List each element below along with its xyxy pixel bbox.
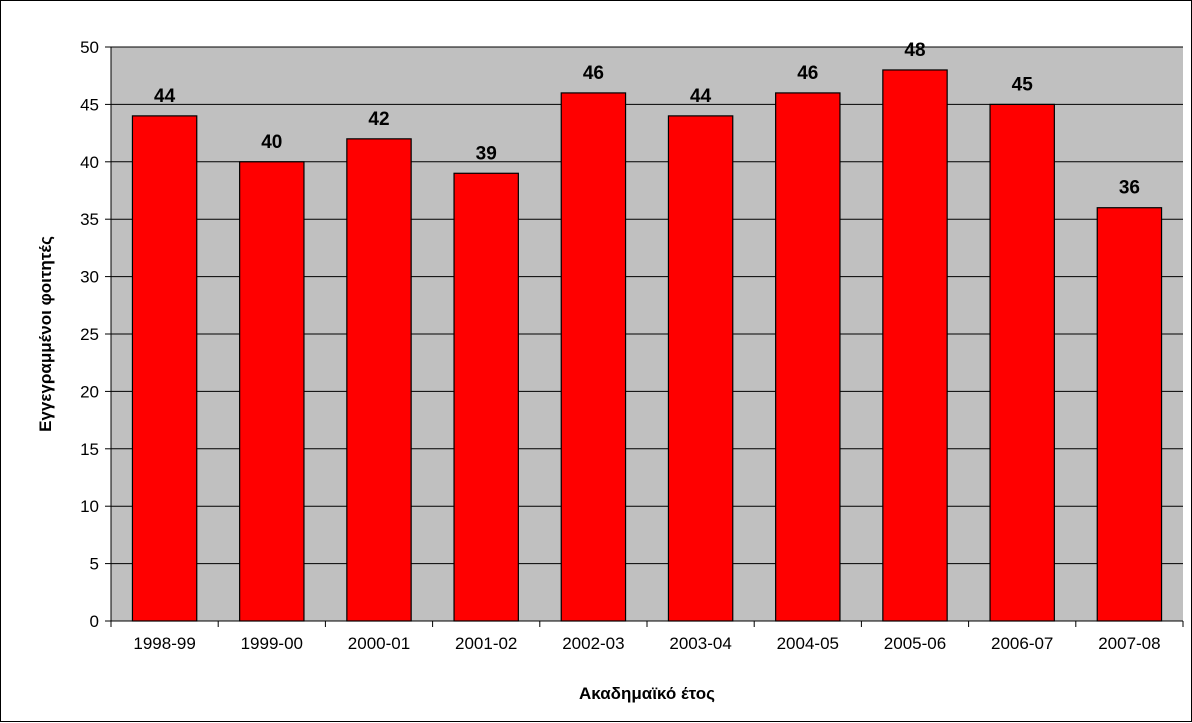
data-label: 46 [583, 63, 604, 84]
y-tick-label: 0 [90, 612, 99, 631]
x-tick-label: 2003-04 [669, 634, 731, 653]
data-label: 40 [261, 132, 282, 153]
y-tick-label: 20 [80, 382, 99, 401]
data-label: 44 [690, 86, 712, 107]
data-label: 39 [476, 143, 497, 164]
data-label: 42 [368, 109, 389, 130]
y-tick-labels: 0 5 10 15 20 25 30 35 40 45 50 [80, 38, 99, 631]
bar-2001-02 [453, 172, 519, 622]
y-tick-label: 10 [80, 497, 99, 516]
x-tick-labels: 1998-99 1999-00 2000-01 2001-02 2002-03 2003-… [133, 634, 1160, 653]
bar-2007-08 [1096, 207, 1163, 622]
data-label: 44 [154, 86, 176, 107]
y-tick-label: 45 [80, 95, 99, 114]
data-label: 46 [797, 63, 818, 84]
bar-1998-99 [131, 115, 198, 622]
x-tick-label: 2007-08 [1098, 634, 1160, 653]
x-tick-label: 2005-06 [884, 634, 946, 653]
data-label: 48 [904, 40, 925, 61]
bar-2002-03 [560, 92, 627, 622]
x-tick-label: 2000-01 [348, 634, 410, 653]
x-tick-label: 2006-07 [991, 634, 1053, 653]
bar-2000-01 [346, 138, 412, 622]
bar-2003-04 [667, 115, 734, 622]
data-label: 36 [1119, 178, 1140, 199]
x-tick-label: 2004-05 [777, 634, 839, 653]
x-tick-label: 1999-00 [241, 634, 303, 653]
x-tick-label: 1998-99 [133, 634, 195, 653]
bars [131, 69, 1163, 622]
y-tick-label: 25 [80, 325, 99, 344]
y-tick-label: 50 [80, 38, 99, 57]
data-label: 45 [1012, 74, 1034, 95]
y-tick-label: 15 [80, 440, 99, 459]
x-tick-label: 2001-02 [455, 634, 517, 653]
bar-1999-00 [239, 161, 305, 622]
y-tick-label: 5 [90, 555, 99, 574]
y-tick-label: 30 [80, 268, 99, 287]
y-tick-label: 40 [80, 153, 99, 172]
x-axis-title: Ακαδημαϊκό έτος [579, 684, 715, 703]
y-tick-label: 35 [80, 210, 99, 229]
bar-2004-05 [775, 92, 841, 622]
bar-2006-07 [989, 103, 1055, 622]
data-labels: 44 40 42 39 46 44 46 48 45 36 [154, 40, 1140, 199]
x-tick-label: 2002-03 [562, 634, 624, 653]
bar-2005-06 [882, 69, 948, 622]
y-axis-title: Εγγεγραμμένοι φοιτητές [36, 236, 55, 432]
